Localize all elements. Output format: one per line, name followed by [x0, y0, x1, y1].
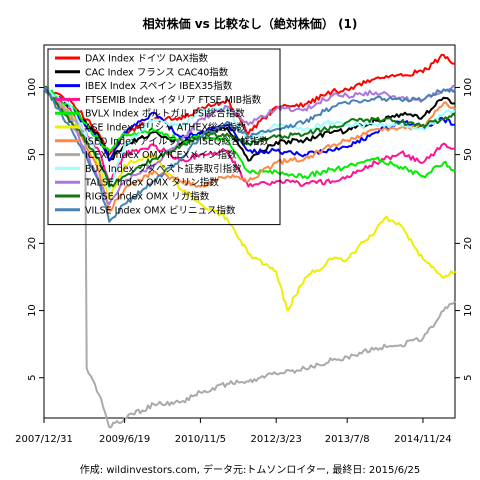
x-tick-label: 2010/11/5	[175, 434, 226, 445]
series-line	[43, 87, 456, 223]
y-tick-label: 10	[463, 304, 474, 317]
legend-label: TALSE Index OMX タリン指数	[84, 177, 219, 189]
plot-frame	[43, 44, 456, 419]
y-tick-label: 100	[463, 78, 474, 97]
legend-box	[47, 48, 281, 226]
axis-layer: 5 5 10 10 20 20 50 50 100 100 2007/12/31 2009/6/19 2…	[15, 78, 474, 445]
series-line	[43, 87, 456, 212]
legend-label: RIGSE Index OMX リガ指数	[85, 191, 210, 203]
series-line	[43, 86, 456, 429]
y-tick-label: 50	[463, 148, 474, 161]
x-tick-label: 2009/6/19	[99, 434, 150, 445]
y-tick-label: 5	[27, 375, 38, 381]
series-line	[43, 84, 456, 206]
y-tick-label: 100	[27, 78, 38, 97]
legend-label: ISEQ Index アイルランド ISEQ総合株指数	[85, 135, 269, 147]
legend-label: CAC Index フランス CAC40指数	[85, 66, 229, 78]
x-tick-label: 2013/7/8	[325, 434, 370, 445]
legend-label: FTSEMIB Index イタリア FTSE MIB指数	[85, 94, 262, 106]
series-line	[43, 86, 456, 191]
x-tick-label: 2007/12/31	[15, 434, 73, 445]
source-caption: 作成: wildinvestors.com, データ元:トムソンロイター, 最終…	[80, 463, 420, 476]
series-line	[43, 86, 455, 162]
x-tick-label: 2014/11/24	[394, 434, 452, 445]
legend-label: BUX Index ブダペスト証券取引指数	[85, 163, 242, 175]
y-tick-label: 5	[463, 375, 474, 381]
chart-title: 相対株価 vs 比較なし（絶対株価） (1)	[143, 16, 358, 31]
series-layer	[43, 53, 456, 429]
legend-label: IBEX Index スペイン IBEX35指数	[85, 80, 233, 92]
y-tick-label: 50	[27, 148, 38, 161]
y-tick-label: 20	[27, 237, 38, 250]
series-line	[43, 86, 456, 188]
legend-label: ASE Index ギリシャ ATHEX総合指数	[85, 122, 246, 134]
legend-label: ICEXI Index OMX ICEXメイン指数	[85, 149, 237, 161]
y-tick-label: 20	[463, 237, 474, 250]
legend-label: DAX Index ドイツ DAX指数	[85, 53, 209, 65]
legend-label: VILSE Index OMX ビリニュス指数	[85, 204, 236, 216]
series-line	[44, 86, 456, 179]
legend-label: BVLX Index ポルトガル PSI総合指数	[85, 108, 245, 120]
x-tick-label: 2012/3/23	[251, 434, 302, 445]
y-tick-label: 10	[27, 304, 38, 317]
series-line	[43, 86, 456, 312]
